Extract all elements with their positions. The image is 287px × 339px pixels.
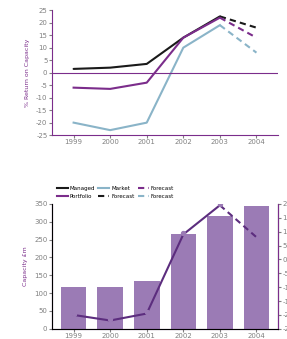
- Bar: [244, 206, 269, 329]
- Legend: Managed, Portfolio, Market, Forecast, Forecast, Forecast: Managed, Portfolio, Market, Forecast, Fo…: [55, 184, 177, 201]
- Bar: [207, 216, 233, 329]
- Bar: [134, 281, 160, 329]
- Point: [71, 311, 76, 316]
- Y-axis label: Capacity £m: Capacity £m: [24, 246, 28, 286]
- Bar: [170, 234, 196, 329]
- Point: [108, 316, 113, 322]
- Point: [181, 230, 186, 236]
- Bar: [97, 287, 123, 329]
- Point: [218, 201, 222, 206]
- Bar: [61, 287, 86, 329]
- Y-axis label: % Return on Capacity: % Return on Capacity: [26, 38, 30, 107]
- Point: [144, 310, 149, 315]
